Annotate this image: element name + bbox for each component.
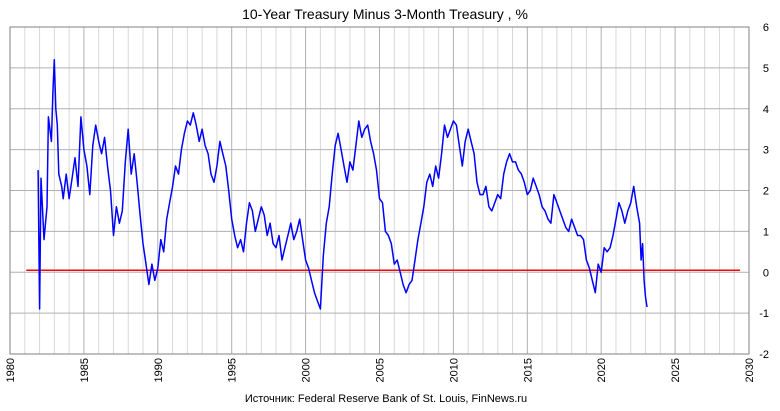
x-tick-label: 2005: [375, 358, 387, 382]
plot-area-border: [9, 26, 750, 355]
series-line-0: [37, 58, 648, 310]
y-tick-label: 4: [763, 104, 769, 116]
x-tick-label: 1990: [153, 358, 165, 382]
y-tick-label: 2: [763, 186, 769, 198]
x-tick-label: 2030: [744, 358, 756, 382]
y-tick-label: 0: [763, 267, 769, 279]
x-tick-label: 1995: [227, 358, 239, 382]
series-layer: [26, 58, 741, 310]
chart-title: 10-Year Treasury Minus 3-Month Treasury …: [242, 6, 528, 22]
y-tick-label: -1: [759, 308, 769, 320]
x-tick-label: 2015: [522, 358, 534, 382]
source-note: Источник: Federal Reserve Bank of St. Lo…: [245, 393, 527, 405]
y-tick-label: 6: [763, 22, 769, 34]
x-tick-label: 1985: [79, 358, 91, 382]
x-tick-label: 2000: [301, 358, 313, 382]
y-tick-label: 1: [763, 226, 769, 238]
x-tick-label: 2020: [596, 358, 608, 382]
y-tick-label: -2: [759, 349, 769, 361]
y-tick-label: 5: [763, 63, 769, 75]
y-tick-label: 3: [763, 145, 769, 157]
x-tick-label: 2025: [670, 358, 682, 382]
x-axis-ticks: 1980 1985 1990 1995 2000 2005 2010 2015 2020 2025…: [5, 358, 756, 382]
y-axis-ticks: 6 5 4 3 2 1 0 -1 -2: [759, 22, 769, 361]
grid: [9, 26, 750, 355]
x-tick-label: 2010: [448, 358, 460, 382]
x-tick-label: 1980: [5, 358, 17, 382]
